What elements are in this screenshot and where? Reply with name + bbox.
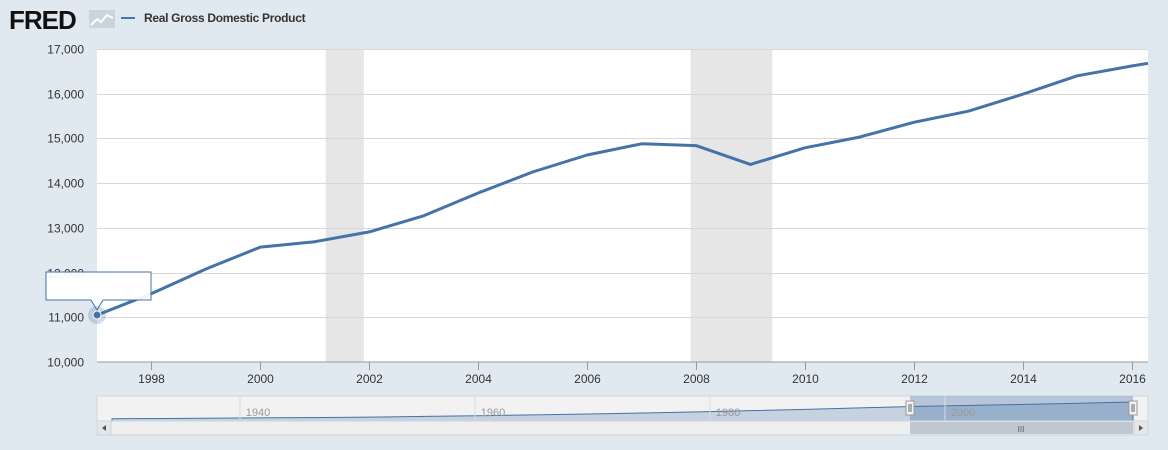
x-tick-label: 2008 [683, 372, 710, 386]
x-tick-label: 2002 [356, 372, 383, 386]
hover-marker [88, 306, 106, 325]
navigator-handle-left[interactable] [905, 400, 915, 416]
y-tick-label: 16,000 [47, 88, 84, 102]
legend-label: Real Gross Domestic Product [144, 11, 306, 25]
y-tick-label: 15,000 [47, 132, 84, 146]
x-tick-label: 2010 [792, 372, 819, 386]
chevron-right-icon [1139, 425, 1143, 431]
x-tick-label: 2000 [247, 372, 274, 386]
chevron-left-icon [102, 425, 106, 431]
y-tick-label: 10,000 [47, 356, 84, 370]
y-axis-ticks: 10,00011,00012,00013,00014,00015,00016,0… [47, 43, 84, 370]
navigator-label: 1940 [246, 407, 270, 419]
navigator-selected-range[interactable] [910, 396, 1133, 421]
navigator-background [96, 395, 1149, 422]
navigator[interactable]: 1940 1960 1980 2000 [96, 395, 1149, 422]
recession-bands [325, 49, 773, 362]
y-tick-label: 17,000 [47, 43, 84, 57]
scrollbar-thumb[interactable] [910, 422, 1133, 434]
grid-lines [97, 49, 1148, 318]
x-tick-label: 2016 [1119, 372, 1146, 386]
fred-logo[interactable]: FRED [9, 5, 77, 35]
scrollbar[interactable]: III [96, 420, 1149, 436]
series-layer[interactable] [96, 61, 1149, 317]
navigator-labels: 1940 1960 1980 2000 [239, 396, 975, 421]
navigator-label: 1980 [716, 407, 740, 419]
plot-background [97, 49, 1148, 362]
legend[interactable]: Real Gross Domestic Product [121, 11, 306, 25]
y-tick-label: 14,000 [47, 177, 84, 191]
navigator-series-line [111, 401, 1134, 422]
recession-band-0 [325, 49, 364, 362]
navigator-label: 2000 [951, 407, 975, 419]
x-tick-label: 2006 [574, 372, 601, 386]
series-line-0[interactable] [96, 61, 1149, 317]
x-tick-label: 2004 [465, 372, 492, 386]
x-axis-ticks: 1998 2000 2002 2004 2006 2008 2010 2012 2014 2016 [138, 362, 1146, 386]
navigator-label: 1960 [481, 407, 505, 419]
x-tick-label: 2014 [1010, 372, 1037, 386]
y-tick-label: 13,000 [47, 222, 84, 236]
x-tick-label: 1998 [138, 372, 165, 386]
hover-point [92, 310, 102, 320]
legend-swatch [121, 17, 135, 19]
recession-band-1 [690, 49, 773, 362]
scrollbar-grip: III [1018, 425, 1025, 434]
y-tick-label: 11,000 [48, 311, 84, 325]
chart-header: FRED Real Gross Domestic Product [0, 0, 1168, 40]
tooltip [45, 271, 152, 311]
chart-line-icon [89, 10, 115, 28]
navigator-handle-right[interactable] [1128, 400, 1138, 416]
x-tick-label: 2012 [901, 372, 928, 386]
